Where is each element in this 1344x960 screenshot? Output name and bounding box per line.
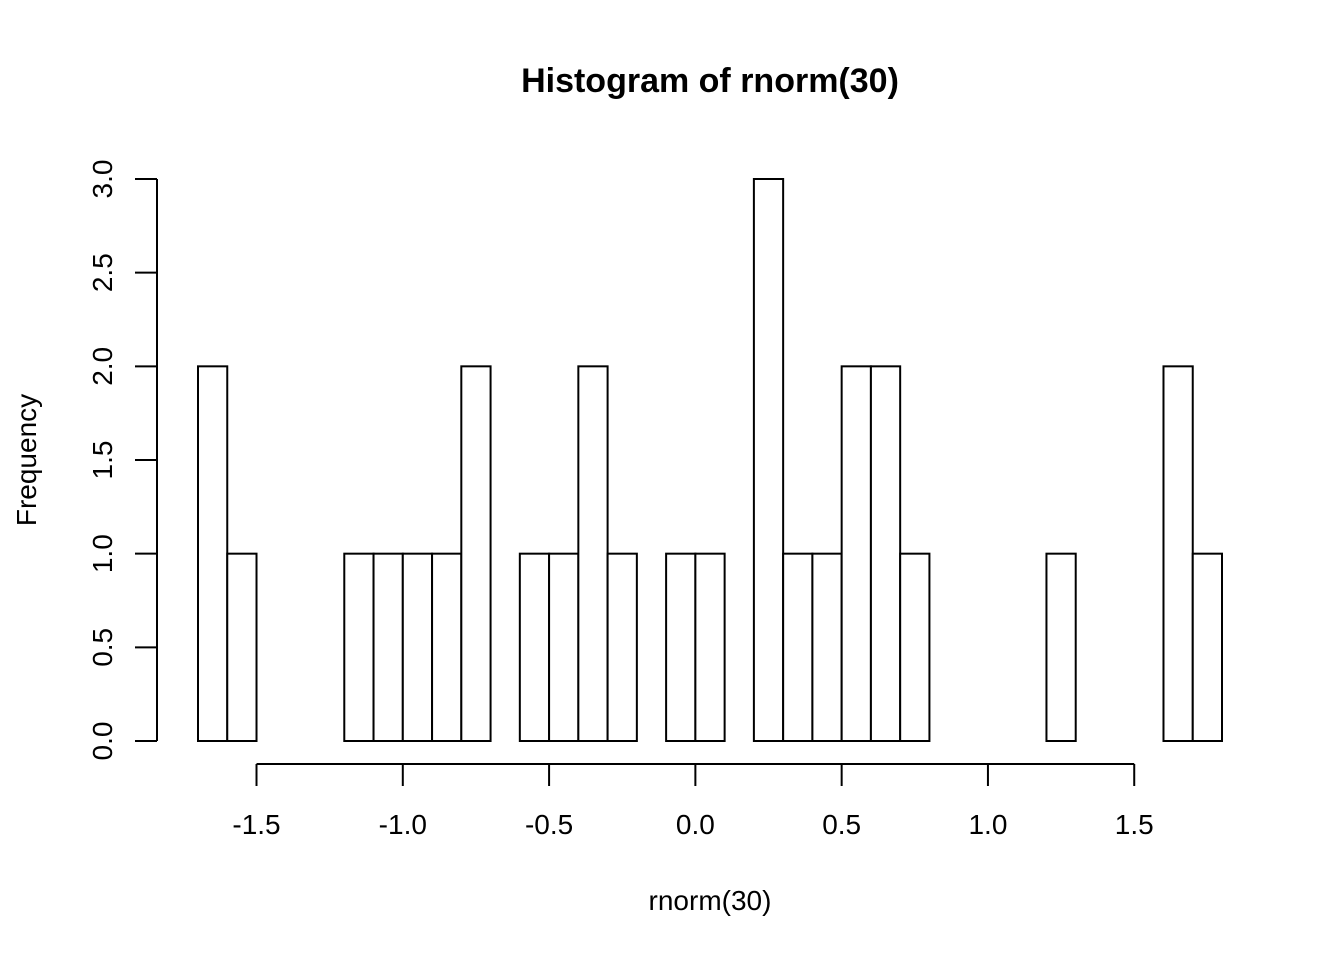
- x-tick-label: -0.5: [525, 809, 573, 840]
- x-tick-label: -1.5: [232, 809, 280, 840]
- y-tick-label: 0.5: [87, 628, 118, 667]
- histogram-bar: [1162, 365, 1194, 742]
- histogram-bar: [1045, 552, 1077, 743]
- histogram-bar: [577, 365, 609, 742]
- x-tick-label: -1.0: [379, 809, 427, 840]
- histogram-bar: [840, 365, 872, 742]
- x-tick-label: 0.0: [676, 809, 715, 840]
- histogram-bar: [811, 552, 843, 743]
- x-tick-label: 1.0: [968, 809, 1007, 840]
- y-axis-label: Frequency: [11, 394, 42, 526]
- histogram-bar: [782, 552, 814, 743]
- histogram-bar: [1191, 552, 1223, 743]
- y-tick-label: 3.0: [87, 160, 118, 199]
- histogram-bar: [869, 365, 902, 742]
- histogram-bar: [899, 552, 931, 743]
- y-axis: 0.0 0.5 1.0 1.5 2.0 2.5 3.0: [87, 160, 158, 761]
- histogram-bar: [431, 552, 463, 743]
- y-tick-label: 1.5: [87, 441, 118, 480]
- histogram-bar: [372, 552, 404, 743]
- histogram-bar: [694, 552, 726, 743]
- histogram-bar: [665, 552, 697, 743]
- bars-group: [197, 178, 1223, 743]
- histogram-bar: [226, 552, 258, 743]
- y-tick-label: 1.0: [87, 534, 118, 573]
- histogram-bar: [460, 365, 492, 742]
- chart-title: Histogram of rnorm(30): [521, 62, 899, 100]
- y-tick-label: 2.5: [87, 253, 118, 292]
- y-tick-label: 0.0: [87, 722, 118, 761]
- x-axis: -1.5 -1.0 -0.5 0.0 0.5 1.0 1.5: [232, 763, 1154, 840]
- y-tick-label: 2.0: [87, 347, 118, 386]
- histogram-bar: [401, 552, 434, 743]
- histogram-bar: [606, 552, 638, 743]
- x-tick-label: 0.5: [822, 809, 861, 840]
- histogram-bar: [752, 178, 785, 742]
- x-tick-label: 1.5: [1115, 809, 1154, 840]
- histogram-bar: [548, 552, 580, 743]
- histogram-bar: [197, 365, 229, 742]
- x-axis-label: rnorm(30): [649, 885, 772, 916]
- histogram-bar: [343, 552, 375, 743]
- histogram-bar: [518, 552, 551, 743]
